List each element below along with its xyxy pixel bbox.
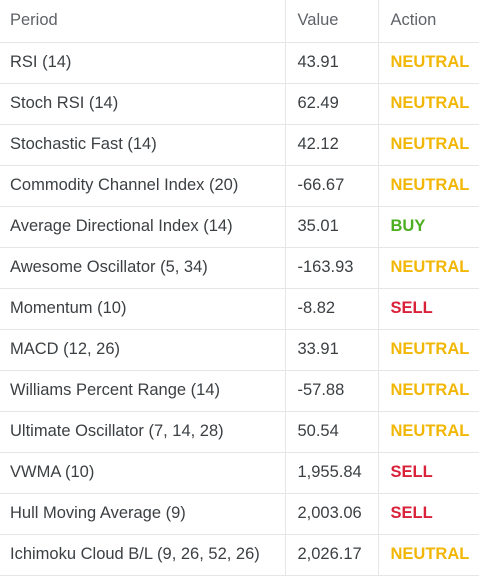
table-row: RSI (14) 43.91 NEUTRAL — [0, 42, 479, 84]
row-action-badge: NEUTRAL — [378, 534, 479, 576]
table-row: MACD (12, 26) 33.91 NEUTRAL — [0, 329, 479, 371]
header-action: Action — [378, 0, 479, 43]
row-value: 62.49 — [285, 83, 379, 125]
row-period: Williams Percent Range (14) — [0, 370, 286, 412]
table-row: Ichimoku Cloud B/L (9, 26, 52, 26) 2,026… — [0, 534, 479, 576]
row-period: Stoch RSI (14) — [0, 83, 286, 125]
row-action-badge: NEUTRAL — [378, 329, 479, 371]
header-period: Period — [0, 0, 286, 43]
row-period: Average Directional Index (14) — [0, 206, 286, 248]
table-row: VWMA (10) 1,955.84 SELL — [0, 452, 479, 494]
table-row: Williams Percent Range (14) -57.88 NEUTR… — [0, 370, 479, 412]
row-value: 2,003.06 — [285, 493, 379, 535]
row-action-badge: SELL — [378, 452, 479, 494]
row-value: 2,026.17 — [285, 534, 379, 576]
row-action-badge: BUY — [378, 206, 479, 248]
row-period: VWMA (10) — [0, 452, 286, 494]
row-action-badge: NEUTRAL — [378, 42, 479, 84]
row-value: 33.91 — [285, 329, 379, 371]
row-value: -66.67 — [285, 165, 379, 207]
row-period: RSI (14) — [0, 42, 286, 84]
row-value: 1,955.84 — [285, 452, 379, 494]
row-period: Ichimoku Cloud B/L (9, 26, 52, 26) — [0, 534, 286, 576]
row-action-badge: NEUTRAL — [378, 370, 479, 412]
row-value: -57.88 — [285, 370, 379, 412]
row-action-badge: NEUTRAL — [378, 83, 479, 125]
table-row: Stochastic Fast (14) 42.12 NEUTRAL — [0, 124, 479, 166]
row-action-badge: NEUTRAL — [378, 165, 479, 207]
row-action-badge: NEUTRAL — [378, 124, 479, 166]
row-action-badge: SELL — [378, 288, 479, 330]
row-value: 35.01 — [285, 206, 379, 248]
row-action-badge: NEUTRAL — [378, 411, 479, 453]
row-period: Momentum (10) — [0, 288, 286, 330]
table-row: Commodity Channel Index (20) -66.67 NEUT… — [0, 165, 479, 207]
table-row: Ultimate Oscillator (7, 14, 28) 50.54 NE… — [0, 411, 479, 453]
header-value: Value — [285, 0, 379, 43]
row-value: -163.93 — [285, 247, 379, 289]
row-action-badge: SELL — [378, 493, 479, 535]
row-value: 43.91 — [285, 42, 379, 84]
row-period: Ultimate Oscillator (7, 14, 28) — [0, 411, 286, 453]
table-row: Momentum (10) -8.82 SELL — [0, 288, 479, 330]
row-value: -8.82 — [285, 288, 379, 330]
row-period: Stochastic Fast (14) — [0, 124, 286, 166]
table-row: Hull Moving Average (9) 2,003.06 SELL — [0, 493, 479, 535]
row-period: Awesome Oscillator (5, 34) — [0, 247, 286, 289]
row-value: 50.54 — [285, 411, 379, 453]
row-value: 42.12 — [285, 124, 379, 166]
table-row: Average Directional Index (14) 35.01 BUY — [0, 206, 479, 248]
row-period: Hull Moving Average (9) — [0, 493, 286, 535]
table-row: Stoch RSI (14) 62.49 NEUTRAL — [0, 83, 479, 125]
row-period: Commodity Channel Index (20) — [0, 165, 286, 207]
table-row: Awesome Oscillator (5, 34) -163.93 NEUTR… — [0, 247, 479, 289]
row-period: MACD (12, 26) — [0, 329, 286, 371]
row-action-badge: NEUTRAL — [378, 247, 479, 289]
table-header-row: Period Value Action — [0, 0, 479, 43]
